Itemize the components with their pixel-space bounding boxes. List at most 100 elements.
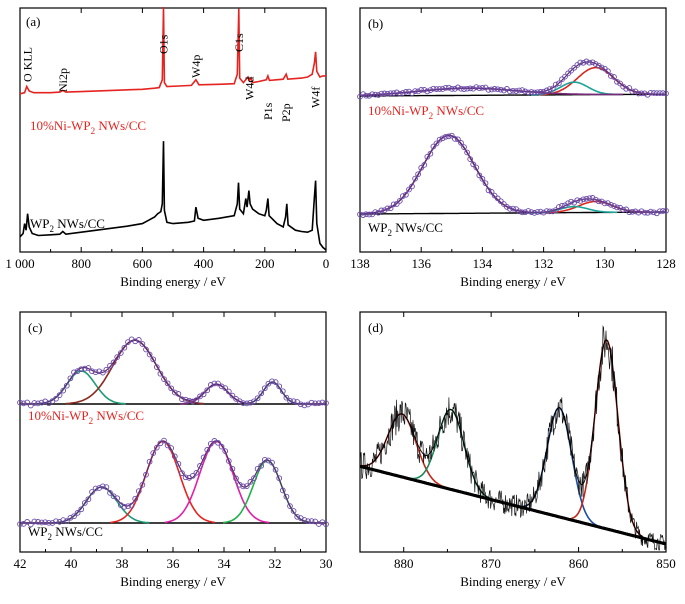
series-label-suffix: NWs/CC — [52, 524, 103, 539]
plot-frame — [359, 7, 667, 253]
data-point — [534, 89, 541, 96]
data-point — [482, 180, 489, 187]
data-point — [168, 385, 175, 392]
data-point — [479, 84, 486, 91]
data-point — [243, 483, 250, 489]
data-point — [418, 87, 425, 93]
data-point — [522, 209, 529, 216]
x-tick-label: 130 — [595, 256, 615, 271]
data-point — [458, 85, 464, 92]
x-tick-label: 200 — [255, 256, 275, 271]
data-point — [287, 503, 293, 509]
data-point — [81, 500, 88, 506]
data-point — [473, 164, 480, 171]
data-point — [287, 398, 293, 404]
data-point — [272, 466, 279, 473]
series-label-subscript: 2 — [429, 111, 434, 121]
data-point — [409, 183, 415, 190]
series-label-ni-wp2: 10%Ni-WP2 NWs/CC — [30, 118, 146, 136]
fit-envelope — [20, 440, 326, 524]
plot-frame — [359, 311, 667, 553]
data-point — [399, 193, 406, 199]
data-point — [189, 472, 196, 479]
peak-annotation: Ni2p — [56, 68, 70, 92]
data-point — [132, 338, 139, 345]
data-point — [605, 68, 611, 75]
data-point — [589, 59, 596, 66]
data-point — [121, 344, 128, 351]
data-point — [430, 85, 437, 92]
data-point — [363, 92, 369, 99]
data-point — [464, 85, 470, 92]
data-point — [297, 401, 304, 408]
data-point — [611, 74, 617, 80]
data-point — [42, 519, 49, 526]
data-point — [537, 89, 544, 95]
data-point — [89, 489, 95, 495]
data-point — [207, 440, 214, 447]
data-point — [60, 517, 67, 523]
data-point — [164, 380, 171, 387]
data-point — [458, 140, 464, 146]
data-point — [110, 359, 117, 366]
data-point — [485, 87, 492, 93]
data-point — [540, 88, 547, 95]
data-point — [491, 86, 498, 92]
series-label-suffix: NWs/CC — [95, 118, 146, 133]
data-point — [494, 195, 501, 202]
data-point — [531, 210, 538, 216]
data-point — [301, 402, 308, 409]
data-point — [479, 176, 486, 182]
data-point — [308, 518, 315, 524]
data-point — [421, 87, 428, 93]
data-point — [415, 88, 421, 95]
data-point — [586, 195, 593, 202]
panel-a: 1 000 800 600 400 200 0 Binding energy / eV (a)… — [5, 6, 329, 289]
data-point — [455, 84, 461, 91]
data-point — [568, 198, 574, 205]
data-point — [312, 400, 319, 407]
fit-component — [571, 338, 643, 538]
data-point — [372, 209, 379, 215]
data-point — [626, 209, 633, 216]
data-point — [497, 198, 504, 205]
data-point — [421, 162, 428, 168]
data-point — [601, 200, 608, 207]
data-point — [657, 208, 663, 215]
data-point — [261, 385, 268, 392]
data-point — [99, 369, 106, 376]
data-point — [363, 211, 369, 218]
data-point — [430, 143, 437, 150]
data-point — [427, 87, 434, 93]
series-label-subscript: 2 — [388, 228, 393, 238]
data-point — [623, 85, 630, 92]
data-point — [150, 450, 157, 456]
data-point — [549, 208, 556, 215]
data-point — [427, 150, 434, 157]
data-point — [56, 392, 63, 398]
data-point — [500, 87, 507, 94]
data-point — [663, 207, 669, 214]
data-point — [500, 201, 507, 207]
data-point — [470, 161, 477, 168]
survey-line-ni-wp2 — [19, 6, 326, 95]
peak-annotation: P2p — [279, 103, 293, 122]
data-point — [562, 73, 568, 80]
data-point — [592, 196, 599, 203]
data-point — [461, 86, 467, 92]
data-point — [632, 208, 639, 215]
data-point — [132, 495, 139, 502]
data-point — [189, 398, 196, 405]
x-tick-label: 138 — [350, 256, 370, 271]
data-point — [445, 133, 452, 140]
data-point — [660, 208, 666, 214]
data-point — [207, 382, 214, 388]
fit-component — [365, 134, 532, 215]
series-label-subscript: 2 — [91, 126, 96, 136]
data-point — [153, 364, 160, 370]
data-point — [78, 506, 85, 513]
x-tick-label: 36 — [167, 556, 181, 571]
data-point — [452, 136, 458, 142]
data-point — [251, 398, 257, 405]
data-point — [507, 88, 513, 95]
